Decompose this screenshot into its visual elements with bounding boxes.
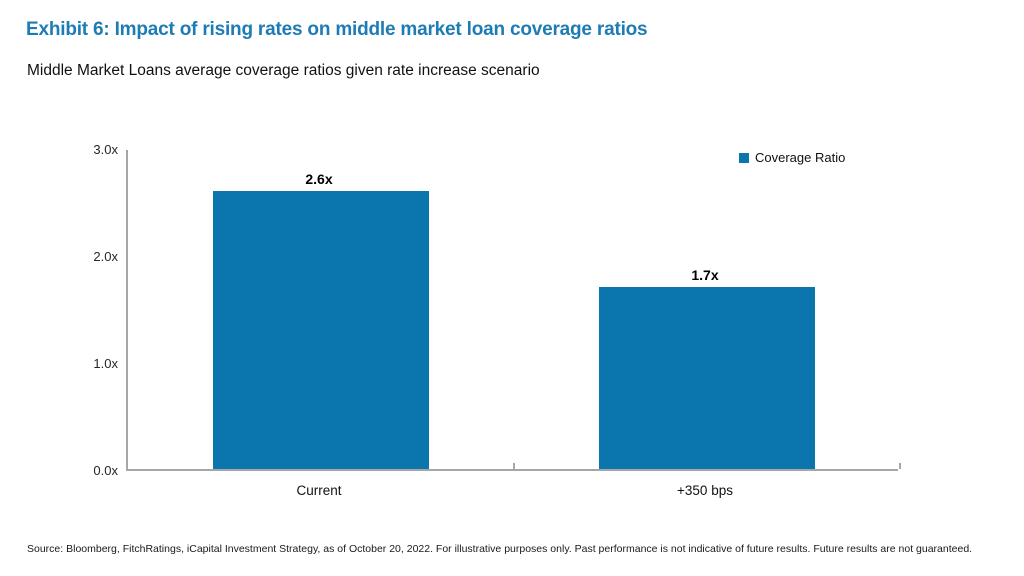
- y-tick-label: 0.0x: [93, 463, 118, 478]
- legend-swatch-icon: [739, 152, 749, 163]
- y-tick-label: 1.0x: [93, 356, 118, 371]
- y-tick-label: 3.0x: [93, 142, 118, 157]
- bar-value-label: 1.7x: [691, 267, 719, 283]
- plot-area: [126, 150, 901, 471]
- source-note: Source: Bloomberg, FitchRatings, iCapita…: [27, 543, 973, 555]
- x-axis-tick: [899, 463, 901, 469]
- x-category-label: Current: [296, 483, 342, 498]
- legend: Coverage Ratio: [739, 150, 845, 165]
- bar-current: [213, 191, 429, 469]
- y-tick-label: 2.0x: [93, 249, 118, 264]
- legend-label: Coverage Ratio: [755, 150, 846, 165]
- x-axis-tick: [513, 463, 515, 469]
- bar-value-label: 2.6x: [305, 171, 333, 187]
- chart-title: Exhibit 6: Impact of rising rates on mid…: [26, 19, 648, 40]
- chart-subtitle: Middle Market Loans average coverage rat…: [27, 62, 540, 79]
- x-category-label: +350 bps: [677, 483, 733, 498]
- bar--350-bps: [599, 287, 815, 469]
